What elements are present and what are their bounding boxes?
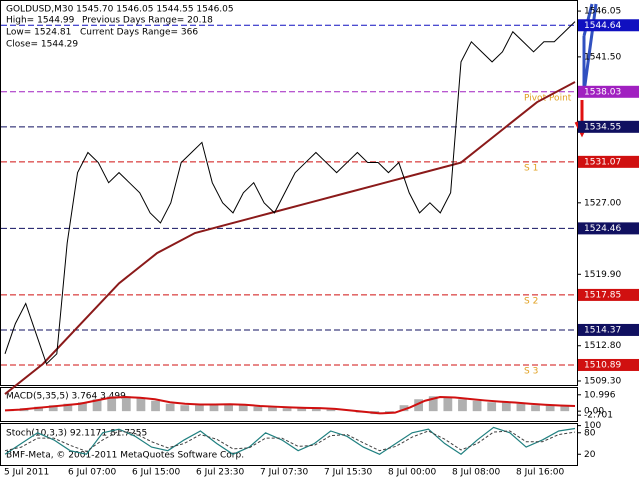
level-box: [578, 222, 639, 235]
y-tick-label: 10.996: [584, 390, 616, 400]
symbol: GOLDUSD,M30 1545.70 1546.05 1544.55 1546…: [6, 5, 234, 15]
y-tick-label: 0.00: [584, 407, 604, 417]
macd-bar: [282, 408, 292, 412]
moving-average: [4, 81, 576, 395]
y-tick-label: 80: [584, 428, 596, 438]
macd-bar: [224, 403, 233, 412]
level-label: 1538.03: [584, 87, 621, 97]
macd-bar: [297, 408, 307, 412]
curr-range: Current Days Range= 366: [80, 28, 198, 38]
y-tick-label: 20: [584, 450, 596, 460]
x-tick-label: 7 Jul 07:30: [260, 468, 309, 478]
prev-range: Previous Days Range= 20.18: [82, 16, 213, 26]
level-label: 1514.37: [584, 325, 621, 335]
level-label: 1510.89: [584, 360, 621, 370]
high: High= 1544.99: [6, 16, 75, 26]
macd-bar: [399, 405, 409, 412]
y-tick-label: 1541.50: [584, 52, 621, 62]
stoch-label: Stoch(10,3,3) 92.1171 81.7255: [6, 429, 147, 439]
macd-bar: [326, 409, 336, 412]
x-tick-label: 6 Jul 15:00: [132, 468, 181, 478]
macd-bar: [180, 405, 190, 412]
macd-bar: [253, 406, 263, 412]
low: Low= 1524.81: [6, 28, 71, 38]
macd-bar: [385, 411, 394, 413]
level-box: [578, 155, 639, 168]
y-tick-label: 1546.05: [584, 7, 621, 17]
stoch-main: [4, 426, 576, 456]
arrow-blue: [582, 3, 598, 93]
close: Close= 1544.29: [6, 40, 78, 50]
price-line: [4, 21, 576, 365]
macd-bar: [209, 403, 219, 412]
level-box: [578, 120, 639, 133]
level-label: 1517.85: [584, 290, 621, 300]
level-box: [578, 288, 639, 301]
macd-bar: [238, 405, 248, 412]
macd-bar: [501, 402, 511, 412]
macd-bar: [165, 403, 175, 412]
level-name: S 1: [524, 163, 538, 173]
macd-bar: [487, 402, 497, 412]
level-label: 1544.64: [584, 21, 621, 31]
level-box: [578, 323, 639, 336]
level-label: 1524.46: [584, 224, 621, 234]
macd-bar: [443, 397, 453, 412]
macd-bar: [63, 403, 73, 412]
x-tick-label: 6 Jul 23:30: [196, 468, 245, 478]
macd-bar: [151, 400, 160, 412]
level-label: 1531.07: [584, 157, 621, 167]
stoch-signal: [4, 430, 576, 452]
macd-bar: [48, 405, 58, 412]
y-tick-label: 1519.90: [584, 270, 621, 280]
level-name: S 2: [524, 296, 538, 306]
macd-bar: [136, 397, 146, 412]
macd-bar: [472, 400, 482, 412]
y-tick-label: 1509.30: [584, 376, 621, 386]
macd-bar: [545, 405, 555, 412]
macd-bar: [78, 402, 87, 412]
level-box: [578, 19, 639, 32]
x-tick-label: 7 Jul 15:30: [324, 468, 373, 478]
macd-bar: [268, 406, 277, 412]
macd-bar: [311, 408, 321, 412]
y-tick-label: 1512.80: [584, 341, 621, 351]
x-tick-label: 8 Jul 08:00: [452, 468, 501, 478]
macd-label: MACD(5,35,5) 3.764 3.499: [6, 392, 126, 402]
y-tick-label: -2.701: [584, 411, 613, 421]
macd-bar: [34, 406, 43, 412]
macd-bar: [428, 396, 438, 412]
main-panel: [0, 0, 578, 386]
level-box: [578, 358, 639, 371]
x-tick-label: 6 Jul 07:00: [68, 468, 117, 478]
macd-bar: [414, 399, 423, 412]
x-tick-label: 8 Jul 00:00: [388, 468, 437, 478]
macd-bar: [531, 405, 540, 412]
x-tick-label: 5 Jul 2011: [4, 468, 49, 478]
copyright: BMF-Meta, © 2001-2011 MetaQuotes Softwar…: [6, 451, 244, 461]
macd-bar: [92, 399, 102, 412]
macd-bar: [195, 405, 204, 412]
level-box: [578, 85, 639, 98]
macd-signal: [4, 396, 576, 415]
macd-bar: [107, 396, 117, 412]
macd-bar: [560, 405, 570, 412]
macd-bar: [121, 396, 131, 412]
macd-bar: [516, 403, 526, 412]
level-name: S 3: [524, 366, 538, 376]
y-tick-label: 1527.00: [584, 198, 621, 208]
x-tick-label: 8 Jul 16:00: [516, 468, 565, 478]
macd-bar: [458, 399, 467, 412]
y-tick-label: 100: [584, 421, 601, 431]
level-label: 1534.55: [584, 122, 621, 132]
level-name: Pivot Point: [524, 93, 572, 103]
